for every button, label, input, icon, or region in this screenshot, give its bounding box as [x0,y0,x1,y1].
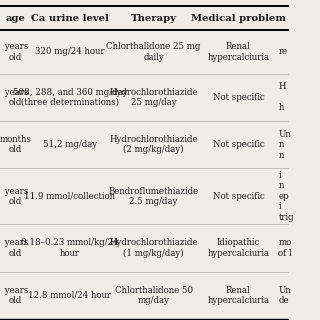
Text: age: age [5,14,25,23]
Text: Ca urine level: Ca urine level [31,14,109,23]
Text: Hydrochlorothiazide
(1 mg/kg/day): Hydrochlorothiazide (1 mg/kg/day) [109,238,198,258]
Text: mo
of l: mo of l [278,238,292,258]
Text: i
n
ep
i
trig: i n ep i trig [278,171,294,222]
Text: years
old: years old [3,187,28,206]
Text: Not specific: Not specific [212,93,264,102]
Text: years
old: years old [3,238,28,258]
Text: 51,2 mg/day: 51,2 mg/day [43,140,97,149]
Text: Bendroflumethiazide
2.5 mg/day: Bendroflumethiazide 2.5 mg/day [108,187,199,206]
Text: Not specific: Not specific [212,140,264,149]
Text: Chlorthalidone 50
mg/day: Chlorthalidone 50 mg/day [115,286,193,305]
Text: years
old: years old [3,88,28,107]
Text: Medical problem: Medical problem [191,14,286,23]
Text: Renal
hypercalciuria: Renal hypercalciuria [207,42,269,62]
Text: Un
de: Un de [278,286,291,305]
Text: Not specific: Not specific [212,192,264,201]
Text: Idiopathic
hypercalciuria: Idiopathic hypercalciuria [207,238,269,258]
Text: Chlorthalidone 25 mg
daily: Chlorthalidone 25 mg daily [107,42,201,62]
Text: Hydrochlorothiazide
(2 mg/kg/day): Hydrochlorothiazide (2 mg/kg/day) [109,135,198,155]
Text: 11.9 mmol/collection: 11.9 mmol/collection [24,192,115,201]
Text: re: re [278,47,288,57]
Text: Therapy: Therapy [131,14,177,23]
Text: Hydrochlorothiazide
25 mg/day: Hydrochlorothiazide 25 mg/day [109,88,198,107]
Text: years
old: years old [3,286,28,305]
Text: months
old: months old [0,135,31,154]
Text: Renal
hypercalciuria: Renal hypercalciuria [207,286,269,305]
Text: years
old: years old [3,42,28,62]
Text: 12.8 mmol/24 hour: 12.8 mmol/24 hour [28,291,111,300]
Text: 0.18–0.23 mmol/kg/24
hour: 0.18–0.23 mmol/kg/24 hour [21,238,119,258]
Text: H

h: H h [278,82,286,112]
Text: Un
n
n: Un n n [278,130,291,160]
Text: 508, 288, and 360 mg/day
(three determinations): 508, 288, and 360 mg/day (three determin… [12,88,127,107]
Text: 320 mg/24 hour: 320 mg/24 hour [35,47,105,57]
